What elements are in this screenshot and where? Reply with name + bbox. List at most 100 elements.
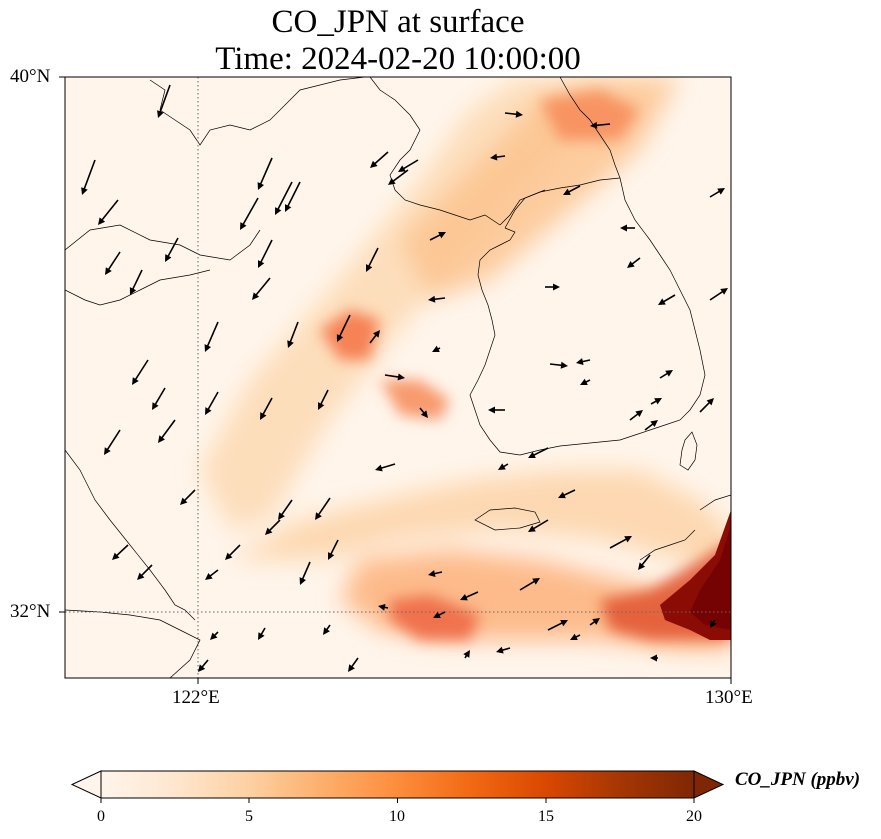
wind-arrow-shaft (132, 359, 149, 383)
wind-arrow-head (157, 110, 164, 118)
wind-arrow-head (252, 292, 260, 300)
wind-arrow-head (658, 298, 666, 305)
wind-arrow-shaft (82, 159, 96, 193)
wind-arrow-head (258, 260, 265, 268)
wind-arrow-head (398, 165, 406, 172)
wind-arrow-head (532, 578, 540, 585)
wind-arrow-head (432, 345, 440, 352)
wind-arrow-head (275, 207, 282, 215)
wind-arrow-head (488, 406, 495, 414)
wind-arrow-shaft (275, 181, 293, 213)
wind-arrow-shaft (99, 199, 119, 224)
wind-arrow-head (205, 407, 212, 415)
wind-arrow-head (498, 463, 506, 470)
map-panel (59, 76, 732, 684)
wind-arrows (81, 84, 728, 672)
wind-arrow-shaft (205, 321, 219, 350)
wind-arrow-head (152, 402, 159, 410)
wind-arrow-head (420, 410, 428, 418)
wind-arrow-head (240, 222, 247, 230)
wind-arrow-head (665, 370, 673, 377)
colorbar-tick-label-0: 0 (97, 808, 105, 825)
wind-arrow-head (720, 288, 728, 295)
wind-arrow-head (375, 464, 383, 472)
wind-arrow-head (285, 204, 292, 212)
wind-arrow-head (278, 512, 285, 520)
lat-label-40N: 40°N (10, 66, 51, 87)
wind-arrow-head (580, 378, 588, 385)
coastlines (65, 77, 731, 678)
wind-arrow-head (560, 620, 568, 627)
wind-arrow-head (258, 632, 265, 640)
wind-arrow-shaft (258, 239, 273, 266)
wind-arrow-head (528, 525, 536, 532)
wind-arrow-head (428, 570, 436, 577)
wind-arrow-head (132, 377, 139, 385)
wind-arrow-shaft (159, 419, 176, 442)
wind-arrow-head (98, 217, 106, 225)
wind-arrow-shaft (165, 237, 179, 260)
wind-arrow-head (315, 512, 322, 520)
wind-arrow-head (323, 627, 330, 635)
wind-arrow-head (397, 373, 405, 381)
wind-arrow-head (706, 398, 714, 406)
wind-arrow-head (590, 121, 598, 129)
wind-arrow-head (81, 187, 88, 195)
wind-arrow-head (560, 361, 568, 369)
wind-arrow-head (650, 654, 657, 662)
wind-arrow-head (576, 358, 584, 365)
concentration-field (65, 77, 731, 678)
wind-arrow-head (710, 620, 717, 628)
wind-arrow-head (287, 340, 294, 348)
wind-arrow-head (490, 153, 498, 161)
wind-arrow-head (328, 552, 335, 560)
colorbar-tick-label-20: 20 (686, 808, 702, 825)
wind-arrow-head (528, 451, 536, 458)
axis-ticks (59, 76, 732, 684)
wind-arrow-head (650, 420, 658, 428)
wind-arrow-head (205, 572, 213, 580)
wind-arrow-head (372, 330, 380, 338)
wind-arrow-head (438, 232, 446, 239)
wind-arrow-shaft (130, 269, 143, 293)
wind-arrow-head (348, 664, 355, 672)
wind-arrow-head (563, 188, 571, 195)
wind-arrow-shaft (253, 277, 271, 299)
wind-arrow-head (717, 188, 725, 195)
map-time-subtitle: Time: 2024-02-20 10:00:00 (215, 41, 581, 77)
wind-arrow-head (299, 577, 307, 585)
wind-arrow-shaft (105, 251, 121, 273)
wind-arrow-head (433, 611, 441, 618)
wind-arrow-head (635, 410, 643, 418)
wind-arrow-head (592, 618, 600, 625)
colorbar (70, 770, 725, 803)
colorbar-tick-label-5: 5 (245, 808, 253, 825)
wind-arrow-head (638, 562, 646, 570)
wind-arrow-head (105, 267, 112, 275)
wind-arrow-head (204, 344, 211, 352)
wind-arrow-shaft (337, 314, 351, 340)
wind-arrow-head (378, 603, 386, 611)
wind-arrow-head (137, 572, 145, 580)
wind-arrow-head (654, 398, 662, 405)
wind-arrow-head (257, 182, 265, 190)
wind-arrow-head (112, 552, 120, 560)
wind-arrow-head (428, 295, 436, 303)
colorbar-gradient (101, 771, 694, 798)
wind-arrow-head (260, 412, 267, 420)
colorbar-tick-label-10: 10 (389, 808, 405, 825)
lat-label-32N: 32°N (10, 601, 51, 622)
wind-arrow-head (129, 287, 137, 295)
wind-arrow-head (180, 497, 188, 505)
wind-arrow-head (265, 527, 273, 535)
wind-arrow-head (627, 260, 635, 268)
lon-label-130E: 130°E (705, 687, 753, 708)
wind-arrow-head (570, 633, 578, 640)
wind-arrow-head (496, 646, 504, 654)
lon-label-122E: 122°E (172, 687, 220, 708)
colorbar-label: CO_JPN (ppbv) (735, 769, 861, 790)
wind-arrow-shaft (285, 181, 301, 210)
wind-arrow-shaft (104, 429, 121, 453)
wind-arrow-head (515, 110, 523, 118)
plume-kyushu-core (690, 525, 731, 630)
